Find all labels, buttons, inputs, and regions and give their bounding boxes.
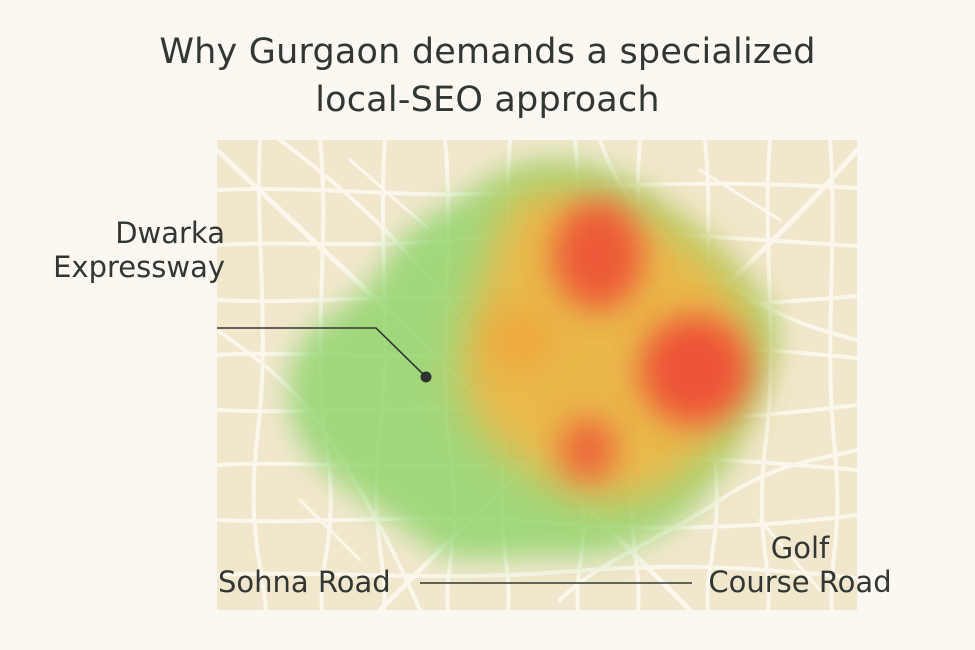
heat-zone-high [640,315,750,425]
title-line-2: local-SEO approach [315,80,660,120]
heat-zone-high [560,418,616,482]
golf-line-2: Course Road [708,565,892,599]
label-golf-course-road: Golf Course Road [700,531,900,599]
location-marker-dot [420,371,432,383]
label-sohna-road: Sohna Road [218,565,391,599]
dwarka-line-1: Dwarka [115,216,225,250]
title-line-1: Why Gurgaon demands a specialized [159,32,816,72]
heat-zone-mid [485,310,555,370]
label-dwarka-expressway: Dwarka Expressway [40,216,225,284]
dwarka-line-2: Expressway [53,250,225,284]
heat-layer [288,160,777,559]
leader-lines [217,327,692,584]
dwarka-leader-line [217,327,427,378]
page-title: Why Gurgaon demands a specialized local-… [0,28,975,124]
golf-line-1: Golf [770,531,830,565]
heat-zone-high [553,200,643,310]
